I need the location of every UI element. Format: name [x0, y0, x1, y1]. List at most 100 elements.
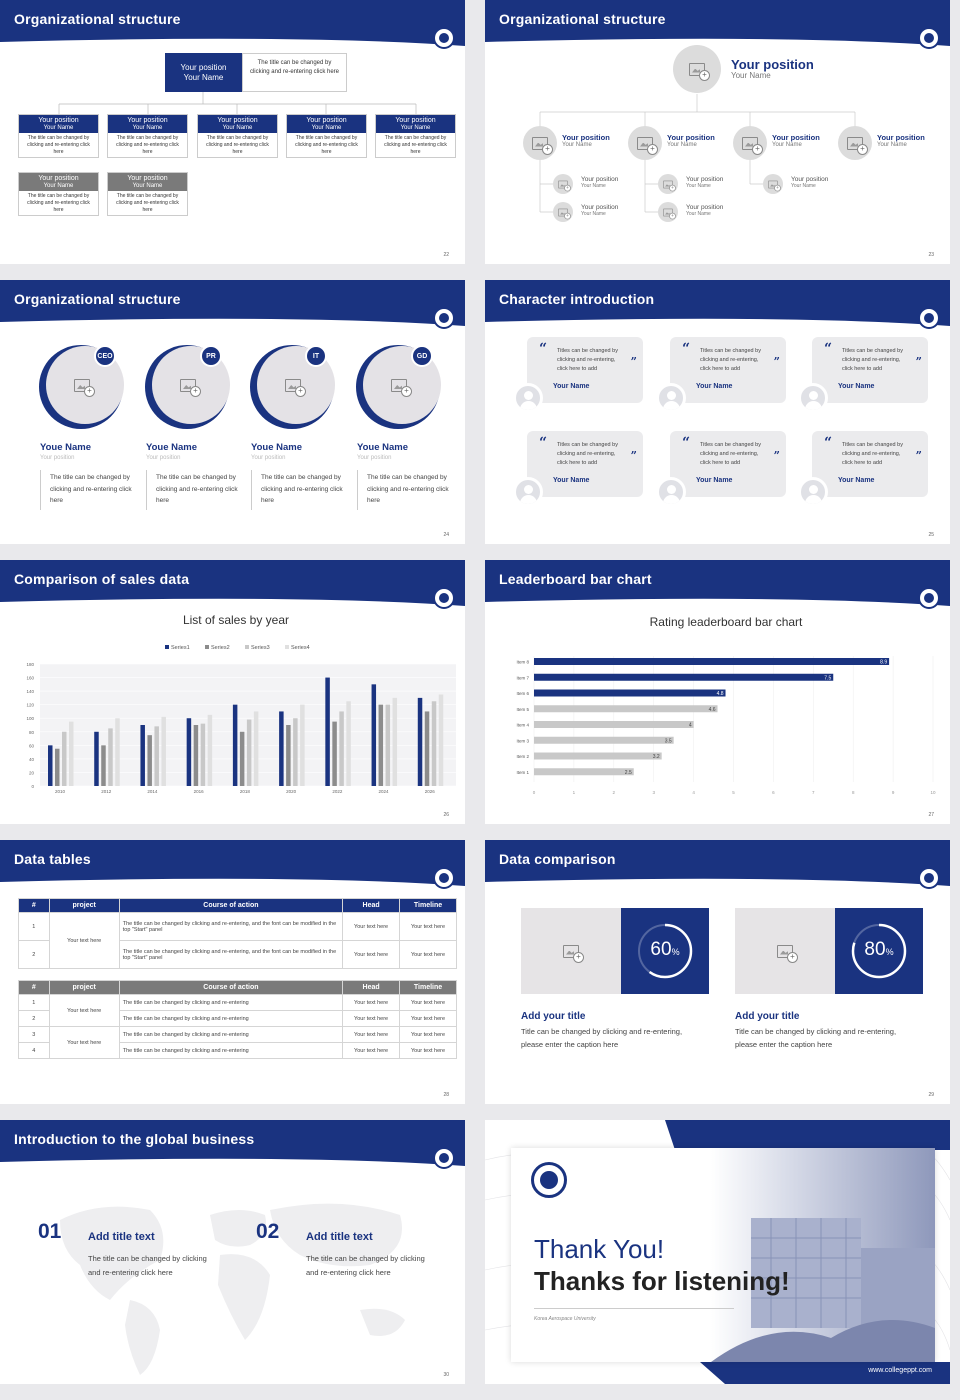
org-photo — [838, 126, 872, 160]
y-tick-label: 20 — [29, 770, 35, 775]
slide-27: Leaderboard bar chart Rating leaderboard… — [485, 560, 950, 824]
data-label: 4.6 — [709, 707, 716, 713]
org-box-position: Your position — [38, 175, 79, 182]
x-tick-label: 10 — [930, 790, 936, 795]
testimonial-card: “ Titles can be changed by clicking and … — [670, 337, 786, 403]
row-number: 2 — [18, 940, 50, 969]
testimonial-card: “ Titles can be changed by clicking and … — [527, 431, 643, 497]
item-number: 01 — [38, 1220, 62, 1243]
org-box: Your position Your Name The title can be c… — [107, 114, 188, 158]
open-quote-icon: “ — [682, 435, 691, 451]
slide-30: Introduction to the global business 01 A… — [0, 1120, 465, 1384]
member-name: Youe Name — [357, 442, 409, 453]
head-cell: Your text here — [342, 1026, 401, 1043]
org-position: Your position — [562, 133, 610, 142]
org-box: Your position Your Name The title can be c… — [286, 114, 367, 158]
slide-25: Character introduction “ Titles can be c… — [485, 280, 950, 544]
y-tick-label: 0 — [31, 784, 34, 789]
org-position: Your position — [581, 204, 619, 211]
avatar — [798, 383, 828, 413]
image-placeholder — [521, 908, 621, 994]
image-placeholder-icon — [563, 944, 584, 963]
page-number: 23 — [928, 252, 934, 258]
table-row: 2 The title can be changed by clicking an… — [18, 1010, 457, 1027]
timeline-cell: Your text here — [399, 994, 457, 1011]
y-tick-label: 180 — [26, 662, 34, 667]
org-box-text: The title can be changed by clicking and… — [206, 135, 269, 156]
column-header: project — [48, 898, 120, 913]
bar — [253, 711, 259, 786]
org-box-position: Your position — [127, 175, 168, 182]
bar — [200, 723, 206, 786]
timeline-cell: Your text here — [399, 1042, 457, 1059]
org-label-small: Your position Your Name — [686, 176, 723, 189]
x-tick-label: 9 — [892, 790, 895, 795]
org-box-header: Your position Your Name — [19, 115, 98, 134]
project-cell: Your text here — [48, 1026, 120, 1059]
item-title: Add title text — [306, 1231, 373, 1243]
avatar — [513, 383, 543, 413]
org-box-text: The title can be changed by clicking and… — [384, 135, 447, 156]
bar — [534, 673, 834, 681]
org-photo-small — [658, 174, 678, 194]
org-box-text: The title can be changed by clicking and… — [116, 193, 179, 214]
bar — [55, 748, 60, 786]
slide-title: Introduction to the global business — [14, 1131, 255, 1147]
bar — [534, 658, 890, 665]
bar — [534, 768, 634, 776]
bar — [94, 731, 99, 786]
column-header: Head — [342, 898, 401, 913]
org-top-name: Your Name — [731, 70, 771, 80]
item-title: Add your title — [735, 1011, 800, 1022]
thank-you-line: Thank You! — [534, 1234, 665, 1264]
data-table-2: # project Course of action Head Timeline 1 Yo… — [18, 980, 457, 1059]
role-badge: IT — [305, 345, 327, 367]
x-tick-label: 2018 — [240, 789, 251, 794]
website-url[interactable]: www.collegeppt.com — [868, 1367, 932, 1374]
testimonial-name: Your Name — [838, 477, 875, 484]
user-icon — [809, 485, 818, 494]
org-top-note: The title can be changed by clicking and… — [242, 53, 347, 92]
slide-title: Leaderboard bar chart — [499, 571, 652, 587]
close-quote-icon: ” — [630, 449, 637, 462]
slide-24: Organizational structure CEO Youe Name Y… — [0, 280, 465, 544]
user-icon — [524, 485, 533, 494]
x-tick-label: 2 — [613, 790, 616, 795]
testimonial-text: Titles can be changed by clicking and re… — [700, 348, 761, 373]
bar — [346, 701, 351, 786]
testimonial-name: Your Name — [838, 383, 875, 390]
x-tick-label: 2024 — [379, 789, 390, 794]
bar — [48, 745, 53, 786]
comparison-item: 60% Add your title Title can be changed … — [521, 908, 709, 1098]
percent-value: 80% — [835, 939, 923, 961]
org-position: Your position — [877, 133, 925, 142]
column-header: # — [18, 980, 50, 995]
org-box-name: Your Name — [222, 124, 253, 131]
member-name: Youe Name — [146, 442, 198, 453]
org-box-name: Your Name — [132, 182, 163, 189]
member-position: Your position — [357, 455, 392, 461]
member-position: Your position — [40, 455, 75, 461]
open-quote-icon: “ — [682, 341, 691, 357]
bar — [385, 704, 391, 786]
course-cell: The title can be changed by clicking and… — [118, 912, 344, 941]
x-tick-label: 2014 — [147, 789, 158, 794]
university-logo — [433, 587, 455, 609]
campus-photo — [711, 1148, 935, 1362]
bar — [392, 697, 398, 786]
org-box-text: The title can be changed by clicking and… — [116, 135, 179, 156]
item-title: Add your title — [521, 1011, 586, 1022]
team-member: CEO Youe Name Your position The title ca… — [36, 342, 136, 532]
testimonial-text: Titles can be changed by clicking and re… — [557, 348, 618, 373]
member-position: Your position — [251, 455, 286, 461]
testimonial-name: Your Name — [696, 383, 733, 390]
bar — [232, 704, 238, 786]
org-box-header: Your position Your Name — [108, 115, 187, 134]
org-photo-small — [553, 174, 573, 194]
slide-29: Data comparison 60% Add your title Title… — [485, 840, 950, 1104]
bar — [279, 711, 284, 786]
closing-card: Thank You! Thanks for listening! Korea A… — [511, 1148, 935, 1362]
testimonial-text: Titles can be changed by clicking and re… — [842, 442, 903, 467]
org-position: Your position — [581, 176, 619, 183]
testimonial-name: Your Name — [553, 383, 590, 390]
